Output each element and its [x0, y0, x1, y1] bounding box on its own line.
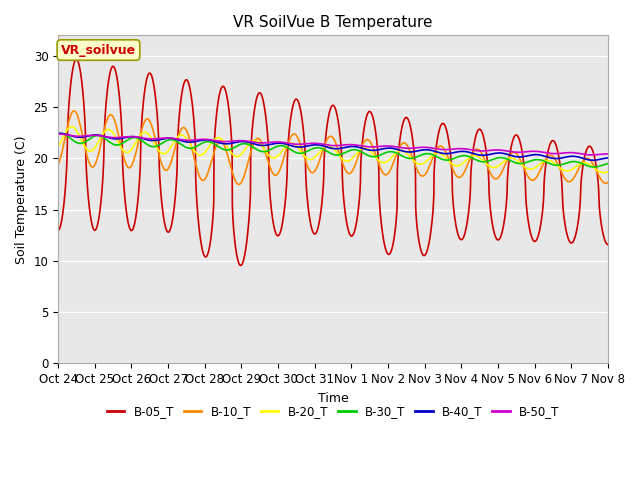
- B-05_T: [493, 237, 501, 242]
- B-50_T: [556, 151, 563, 156]
- B-10_T: [362, 138, 369, 144]
- B-30_T: [571, 159, 579, 165]
- B-20_T: [349, 155, 357, 160]
- B-10_T: [235, 181, 243, 187]
- B-05_T: [572, 234, 579, 240]
- B-30_T: [57, 131, 65, 136]
- B-20_T: [493, 164, 501, 169]
- Line: B-30_T: B-30_T: [58, 133, 608, 167]
- B-20_T: [571, 165, 579, 170]
- B-05_T: [556, 161, 564, 167]
- Line: B-40_T: B-40_T: [58, 133, 608, 160]
- B-10_T: [572, 173, 579, 179]
- Y-axis label: Soil Temperature (C): Soil Temperature (C): [15, 135, 28, 264]
- B-20_T: [556, 165, 563, 170]
- B-40_T: [349, 144, 357, 149]
- B-40_T: [604, 155, 612, 161]
- B-20_T: [361, 145, 369, 151]
- B-05_T: [362, 119, 369, 125]
- B-30_T: [361, 151, 369, 157]
- X-axis label: Time: Time: [317, 392, 348, 405]
- B-20_T: [68, 124, 76, 130]
- B-40_T: [54, 131, 62, 136]
- B-10_T: [349, 167, 357, 172]
- B-40_T: [571, 154, 579, 159]
- B-30_T: [493, 155, 501, 161]
- B-50_T: [361, 144, 369, 149]
- B-10_T: [604, 180, 612, 185]
- Legend: B-05_T, B-10_T, B-20_T, B-30_T, B-40_T, B-50_T: B-05_T, B-10_T, B-20_T, B-30_T, B-40_T, …: [102, 401, 564, 423]
- B-05_T: [208, 228, 216, 234]
- B-50_T: [54, 131, 62, 137]
- B-20_T: [208, 140, 216, 145]
- B-30_T: [208, 140, 216, 145]
- B-20_T: [604, 169, 612, 175]
- B-10_T: [54, 161, 62, 167]
- Line: B-10_T: B-10_T: [58, 111, 608, 184]
- B-40_T: [589, 157, 596, 163]
- B-40_T: [56, 131, 63, 136]
- B-05_T: [237, 263, 244, 268]
- B-30_T: [54, 131, 62, 137]
- B-05_T: [604, 242, 612, 248]
- B-50_T: [349, 142, 356, 147]
- B-05_T: [349, 231, 357, 237]
- B-10_T: [208, 157, 216, 163]
- B-40_T: [493, 150, 501, 156]
- B-40_T: [361, 146, 369, 152]
- B-30_T: [590, 164, 598, 170]
- B-50_T: [588, 152, 596, 158]
- B-30_T: [604, 161, 612, 167]
- Text: VR_soilvue: VR_soilvue: [61, 44, 136, 57]
- B-40_T: [556, 156, 563, 161]
- B-20_T: [54, 144, 62, 149]
- B-30_T: [556, 162, 563, 168]
- B-10_T: [70, 108, 78, 114]
- B-10_T: [493, 176, 501, 181]
- Line: B-05_T: B-05_T: [58, 60, 608, 265]
- B-50_T: [571, 150, 579, 156]
- Title: VR SoilVue B Temperature: VR SoilVue B Temperature: [234, 15, 433, 30]
- B-40_T: [208, 138, 216, 144]
- B-05_T: [54, 227, 62, 233]
- B-50_T: [604, 151, 612, 157]
- B-10_T: [556, 166, 564, 172]
- B-05_T: [72, 57, 80, 62]
- Line: B-50_T: B-50_T: [58, 134, 608, 155]
- B-30_T: [349, 147, 357, 153]
- B-20_T: [600, 170, 607, 176]
- B-50_T: [207, 137, 215, 143]
- Line: B-20_T: B-20_T: [58, 127, 608, 173]
- B-50_T: [493, 147, 500, 153]
